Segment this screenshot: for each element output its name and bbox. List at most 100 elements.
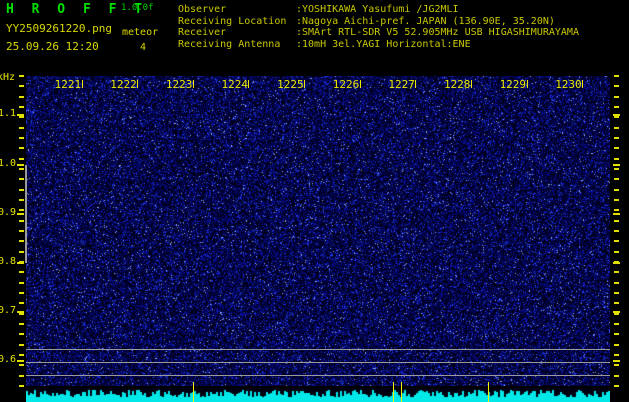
frequency-range-marker bbox=[25, 164, 27, 263]
meteor-label: meteor bbox=[122, 27, 159, 38]
info-row-receiver: Receiver :SMArt RTL-SDR V5 52.905MHz USB … bbox=[178, 27, 628, 39]
y-minor-tick bbox=[19, 116, 24, 119]
spectrogram-canvas-wrap bbox=[26, 76, 610, 386]
y-minor-tick-right bbox=[614, 292, 619, 294]
y-minor-tick-right bbox=[614, 281, 619, 284]
waveform-image bbox=[26, 388, 610, 402]
x-tick-1230 bbox=[582, 80, 584, 88]
y-minor-tick-right bbox=[614, 75, 619, 77]
guide-line-0 bbox=[26, 349, 610, 351]
waveform-strip-wrap bbox=[26, 388, 610, 402]
y-minor-tick bbox=[19, 312, 24, 315]
y-major-tick bbox=[17, 114, 24, 117]
app-version: 1.0.0f bbox=[121, 3, 154, 13]
event-marker-3 bbox=[487, 382, 489, 402]
info-value: :Nagoya Aichi-pref. JAPAN (136.90E, 35.2… bbox=[296, 15, 555, 27]
y-minor-tick bbox=[19, 302, 24, 305]
y-axis-label-1.1: 1.1 bbox=[0, 108, 16, 120]
x-axis-label-1228: 1228 bbox=[443, 78, 471, 91]
y-minor-tick bbox=[19, 147, 24, 150]
y-minor-tick-right bbox=[614, 116, 619, 119]
y-minor-tick bbox=[19, 157, 24, 160]
info-row-location: Receiving Location :Nagoya Aichi-pref. JA… bbox=[178, 16, 628, 28]
x-axis-label-1230: 1230 bbox=[555, 78, 582, 91]
guide-line-2 bbox=[26, 375, 610, 377]
x-tick-1227 bbox=[415, 80, 417, 88]
y-minor-tick bbox=[19, 364, 24, 367]
y-major-tick bbox=[17, 360, 24, 363]
y-major-tick bbox=[17, 212, 24, 215]
y-axis-label-1.0: 1.0 bbox=[0, 157, 16, 169]
meteor-count: 4 bbox=[140, 42, 147, 53]
y-minor-tick bbox=[19, 178, 24, 181]
y-axis-label-0.9: 0.9 bbox=[0, 206, 16, 218]
x-axis-label-1229: 1229 bbox=[499, 78, 527, 91]
y-minor-tick bbox=[19, 343, 24, 346]
y-major-tick-right bbox=[613, 163, 620, 166]
x-axis-label-1221: 1221 bbox=[54, 78, 82, 91]
filename-label: YY2509261220.png bbox=[6, 22, 112, 35]
y-minor-tick bbox=[19, 323, 24, 325]
x-tick-1229 bbox=[526, 80, 528, 88]
y-minor-tick-right bbox=[614, 271, 619, 274]
x-tick-1224 bbox=[248, 80, 250, 88]
x-axis-label-1225: 1225 bbox=[277, 78, 304, 91]
y-minor-tick bbox=[19, 95, 24, 98]
y-minor-tick-right bbox=[614, 168, 619, 170]
info-row-antenna: Receiving Antenna :10mH 3el.YAGI Horizont… bbox=[178, 39, 628, 51]
y-minor-tick bbox=[19, 75, 24, 77]
info-value: :SMArt RTL-SDR V5 52.905MHz USB HIGASHIM… bbox=[296, 27, 579, 38]
info-key: Receiving Antenna bbox=[178, 38, 281, 50]
y-minor-tick-right bbox=[614, 85, 619, 88]
y-minor-tick-right bbox=[614, 209, 619, 212]
x-axis-label-1223: 1223 bbox=[165, 78, 193, 91]
y-minor-tick bbox=[19, 85, 24, 88]
y-minor-tick bbox=[19, 188, 24, 191]
info-key: Receiver bbox=[178, 27, 227, 38]
x-tick-1222 bbox=[137, 80, 139, 88]
y-minor-tick bbox=[19, 126, 24, 129]
info-key: Receiving Location bbox=[178, 15, 287, 27]
y-minor-tick bbox=[19, 271, 24, 274]
y-minor-tick bbox=[19, 168, 24, 170]
y-minor-tick-right bbox=[614, 385, 619, 387]
y-minor-tick bbox=[19, 250, 24, 253]
y-major-tick bbox=[17, 311, 24, 314]
y-minor-tick-right bbox=[614, 312, 619, 315]
y-minor-tick bbox=[19, 374, 24, 377]
y-minor-tick bbox=[19, 230, 24, 232]
y-minor-tick bbox=[19, 333, 24, 336]
y-minor-tick-right bbox=[614, 230, 619, 232]
y-minor-tick-right bbox=[614, 137, 619, 139]
y-axis-label-0.8: 0.8 bbox=[0, 255, 16, 267]
x-axis-label-1227: 1227 bbox=[388, 78, 415, 91]
y-minor-tick bbox=[19, 219, 24, 222]
app-title: H R O F F T bbox=[6, 2, 148, 17]
y-minor-tick-right bbox=[614, 157, 619, 160]
y-major-tick-right bbox=[613, 261, 620, 264]
y-minor-tick-right bbox=[614, 374, 619, 377]
y-minor-tick-right bbox=[614, 126, 619, 129]
x-tick-1223 bbox=[192, 80, 194, 88]
x-axis-label-1226: 1226 bbox=[332, 78, 360, 91]
event-marker-1 bbox=[393, 382, 395, 402]
y-minor-tick-right bbox=[614, 343, 619, 346]
y-minor-tick-right bbox=[614, 333, 619, 336]
y-major-tick-right bbox=[613, 212, 620, 215]
y-major-tick bbox=[17, 163, 24, 166]
x-axis-label-1222: 1222 bbox=[110, 78, 137, 91]
y-minor-tick bbox=[19, 385, 24, 387]
y-minor-tick bbox=[19, 106, 24, 108]
y-minor-tick-right bbox=[614, 178, 619, 181]
event-marker-2 bbox=[401, 382, 403, 402]
y-minor-tick bbox=[19, 137, 24, 139]
x-tick-1221 bbox=[81, 80, 83, 88]
y-minor-tick bbox=[19, 240, 24, 243]
info-value: :10mH 3el.YAGI Horizontal:ENE bbox=[296, 38, 471, 50]
y-minor-tick bbox=[19, 354, 24, 356]
y-minor-tick bbox=[19, 292, 24, 294]
y-major-tick-right bbox=[613, 360, 620, 363]
y-major-tick bbox=[17, 261, 24, 264]
y-minor-tick-right bbox=[614, 240, 619, 243]
